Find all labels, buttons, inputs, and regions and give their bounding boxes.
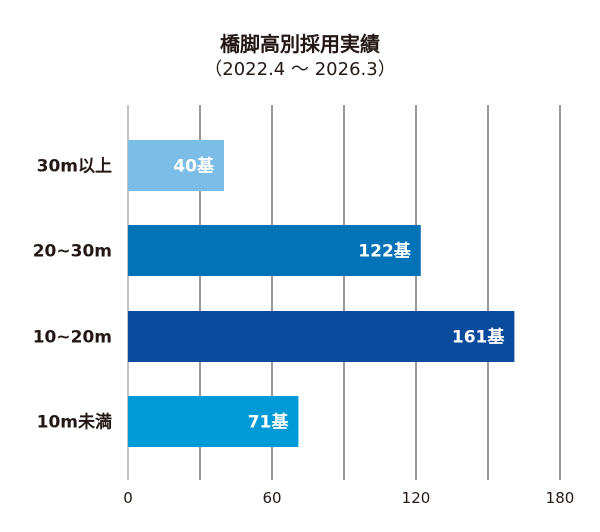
chart-subtitle: （2022.4 〜 2026.3） bbox=[204, 59, 396, 80]
bar bbox=[128, 396, 299, 447]
x-tick-label: 180 bbox=[546, 489, 575, 507]
chart-title: 橋脚高別採用実績 bbox=[220, 32, 380, 56]
bar bbox=[128, 225, 421, 276]
x-tick-label: 60 bbox=[262, 489, 281, 507]
x-tick-label: 120 bbox=[402, 489, 431, 507]
category-label: 10~20m bbox=[33, 328, 112, 348]
data-label: 161基 bbox=[452, 327, 505, 348]
category-label: 30m以上 bbox=[37, 157, 112, 177]
data-label: 40基 bbox=[173, 156, 215, 177]
bar bbox=[128, 311, 515, 362]
category-label: 20~30m bbox=[33, 242, 112, 262]
data-label: 122基 bbox=[358, 241, 411, 262]
category-label: 10m未満 bbox=[37, 412, 112, 433]
bar bbox=[128, 140, 224, 191]
x-tick-label: 0 bbox=[123, 489, 133, 507]
data-label: 71基 bbox=[248, 412, 290, 433]
